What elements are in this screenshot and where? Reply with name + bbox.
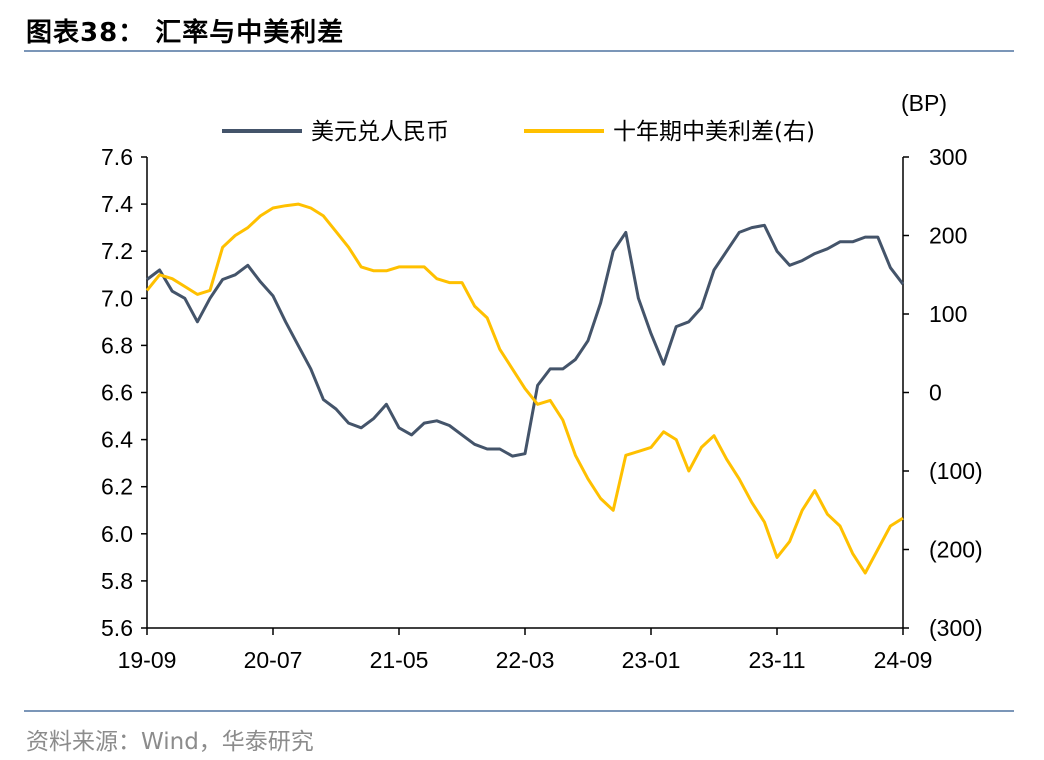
- left-tick-label: 7.6: [101, 144, 133, 170]
- left-tick-label: 7.0: [101, 285, 133, 311]
- legend-label-spread: 十年期中美利差(右): [613, 119, 815, 145]
- left-tick-label: 6.4: [101, 427, 133, 453]
- left-tick-label: 7.2: [101, 238, 133, 264]
- figure-title: 图表38： 汇率与中美利差: [26, 18, 345, 48]
- right-tick-label: 200: [929, 223, 967, 249]
- right-tick-label: 100: [929, 301, 967, 327]
- left-tick-label: 5.8: [101, 568, 133, 594]
- right-tick-label: (200): [929, 537, 983, 563]
- source-note: 资料来源：Wind，华泰研究: [26, 729, 314, 755]
- top-rule: [24, 50, 1014, 52]
- x-tick-label: 20-07: [244, 647, 303, 673]
- legend-label-usdcny: 美元兑人民币: [311, 119, 449, 145]
- left-tick-label: 6.6: [101, 380, 133, 406]
- left-tick-label: 7.4: [101, 191, 133, 217]
- axes: 7.6 7.4 7.2 7.0 6.8 6.6 6.4 6.2 6.0 5.8 5.6 300 200 1…: [101, 144, 983, 673]
- x-tick-label: 22-03: [496, 647, 555, 673]
- right-tick-label: 300: [929, 144, 967, 170]
- right-axis-unit: (BP): [901, 90, 947, 116]
- left-tick-label: 6.8: [101, 332, 133, 358]
- x-tick-label: 19-09: [118, 647, 177, 673]
- x-tick-label: 23-11: [748, 647, 805, 673]
- right-tick-label: (100): [929, 458, 983, 484]
- left-tick-label: 5.6: [101, 615, 133, 641]
- right-tick-label: (300): [929, 615, 983, 641]
- x-tick-label: 24-09: [874, 647, 933, 673]
- legend: 美元兑人民币 十年期中美利差(右): [222, 119, 815, 145]
- x-tick-label: 21-05: [370, 647, 429, 673]
- series-lines: [145, 202, 905, 575]
- x-tick-label: 23-01: [622, 647, 681, 673]
- rate-spread-line: [145, 202, 904, 575]
- left-tick-label: 6.0: [101, 521, 133, 547]
- right-tick-label: 0: [929, 380, 942, 406]
- usdcny-line: [146, 223, 905, 458]
- bottom-rule: [24, 710, 1014, 712]
- left-tick-label: 6.2: [101, 474, 133, 500]
